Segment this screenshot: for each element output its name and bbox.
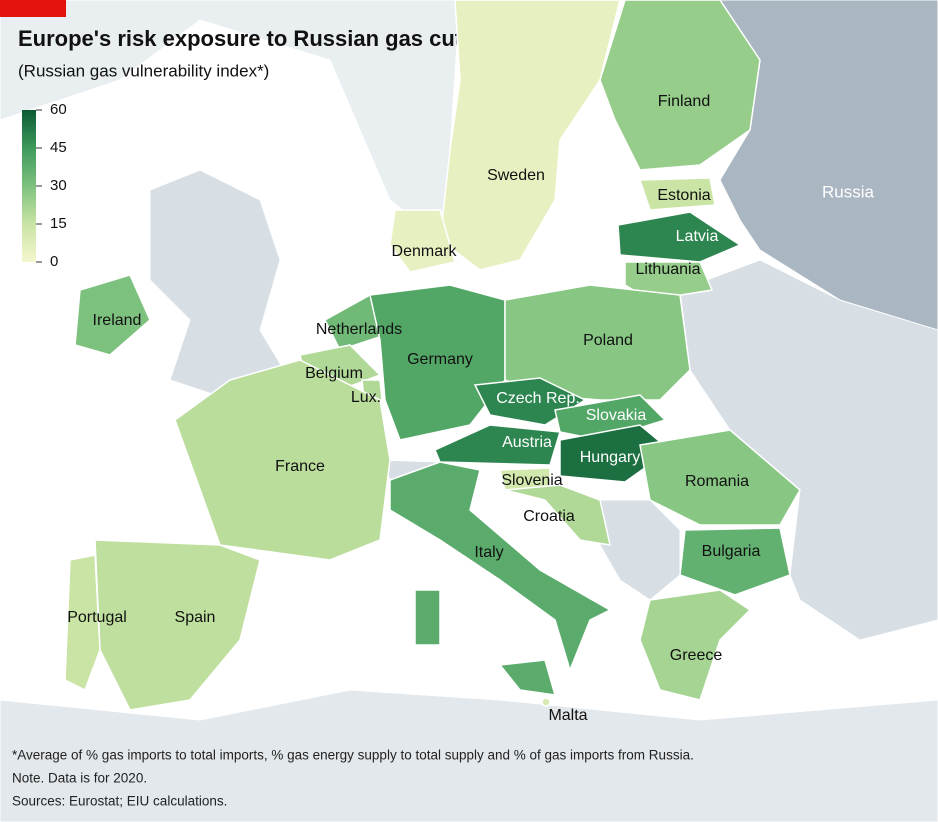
note: Note. Data is for 2020. xyxy=(12,771,147,786)
country-label: Portugal xyxy=(67,609,127,626)
country xyxy=(679,527,791,596)
country-labels: Sweden Finland Estonia Latvia Lithuania Denma… xyxy=(67,93,760,724)
country-label: Greece xyxy=(670,647,723,664)
country xyxy=(541,697,551,707)
country-label: Malta xyxy=(548,707,587,724)
country xyxy=(389,461,612,696)
countries xyxy=(64,0,801,711)
country xyxy=(638,177,716,211)
country-label: Sweden xyxy=(487,167,545,184)
country xyxy=(504,484,611,546)
country-label: Latvia xyxy=(676,228,719,245)
balkans xyxy=(599,499,681,601)
country-label: Romania xyxy=(685,473,749,490)
country xyxy=(639,429,801,526)
country xyxy=(389,209,456,273)
country-label: Italy xyxy=(474,544,503,561)
brand-mark xyxy=(0,0,66,17)
country xyxy=(369,284,506,441)
subtitle: (Russian gas vulnerability index*) xyxy=(18,61,269,80)
country-label: Hungary xyxy=(580,449,640,466)
norway-sea-land xyxy=(0,0,461,241)
country-label: Denmark xyxy=(392,243,458,260)
title: Europe's risk exposure to Russian gas cu… xyxy=(18,26,498,51)
country-label: Spain xyxy=(175,609,216,626)
country xyxy=(434,424,561,466)
ukraine-belarus xyxy=(679,259,938,641)
russia-label: Russia xyxy=(822,182,875,201)
colorbar-tick-label: 45 xyxy=(50,139,67,156)
country xyxy=(94,539,261,711)
country xyxy=(599,0,761,171)
country-label: Ireland xyxy=(93,312,142,329)
country xyxy=(74,274,151,356)
country-label: Belgium xyxy=(305,365,363,382)
country-label: Austria xyxy=(502,434,552,451)
country xyxy=(639,589,752,701)
country-label: Netherlands xyxy=(316,321,402,338)
britain xyxy=(149,169,291,401)
country-label: Germany xyxy=(407,351,473,368)
country-label: Lux. xyxy=(351,389,381,406)
country xyxy=(624,261,714,301)
country xyxy=(439,0,621,271)
country-label: Czech Rep. xyxy=(496,390,580,407)
footnote: *Average of % gas imports to total impor… xyxy=(12,748,694,763)
country-label: France xyxy=(275,458,325,475)
colorbar-tick-label: 0 xyxy=(50,253,58,270)
country-label: Finland xyxy=(658,93,710,110)
colorbar-tick-label: 60 xyxy=(50,101,67,118)
country-label: Poland xyxy=(583,332,633,349)
country xyxy=(617,211,742,263)
country xyxy=(174,359,391,561)
country-label: Bulgaria xyxy=(702,543,761,560)
country-label: Slovakia xyxy=(586,407,647,424)
country-label: Lithuania xyxy=(636,261,701,278)
sources: Sources: Eurostat; EIU calculations. xyxy=(12,794,227,809)
colorbar-tick-label: 15 xyxy=(50,215,67,232)
country-label: Croatia xyxy=(523,508,575,525)
colorbar-tick-label: 30 xyxy=(50,177,67,194)
colorbar xyxy=(22,110,36,262)
country xyxy=(64,554,101,692)
legend: 0 15 30 45 60 xyxy=(22,101,67,270)
country-label: Estonia xyxy=(657,187,710,204)
country-label: Slovenia xyxy=(501,472,562,489)
africa xyxy=(0,689,938,822)
